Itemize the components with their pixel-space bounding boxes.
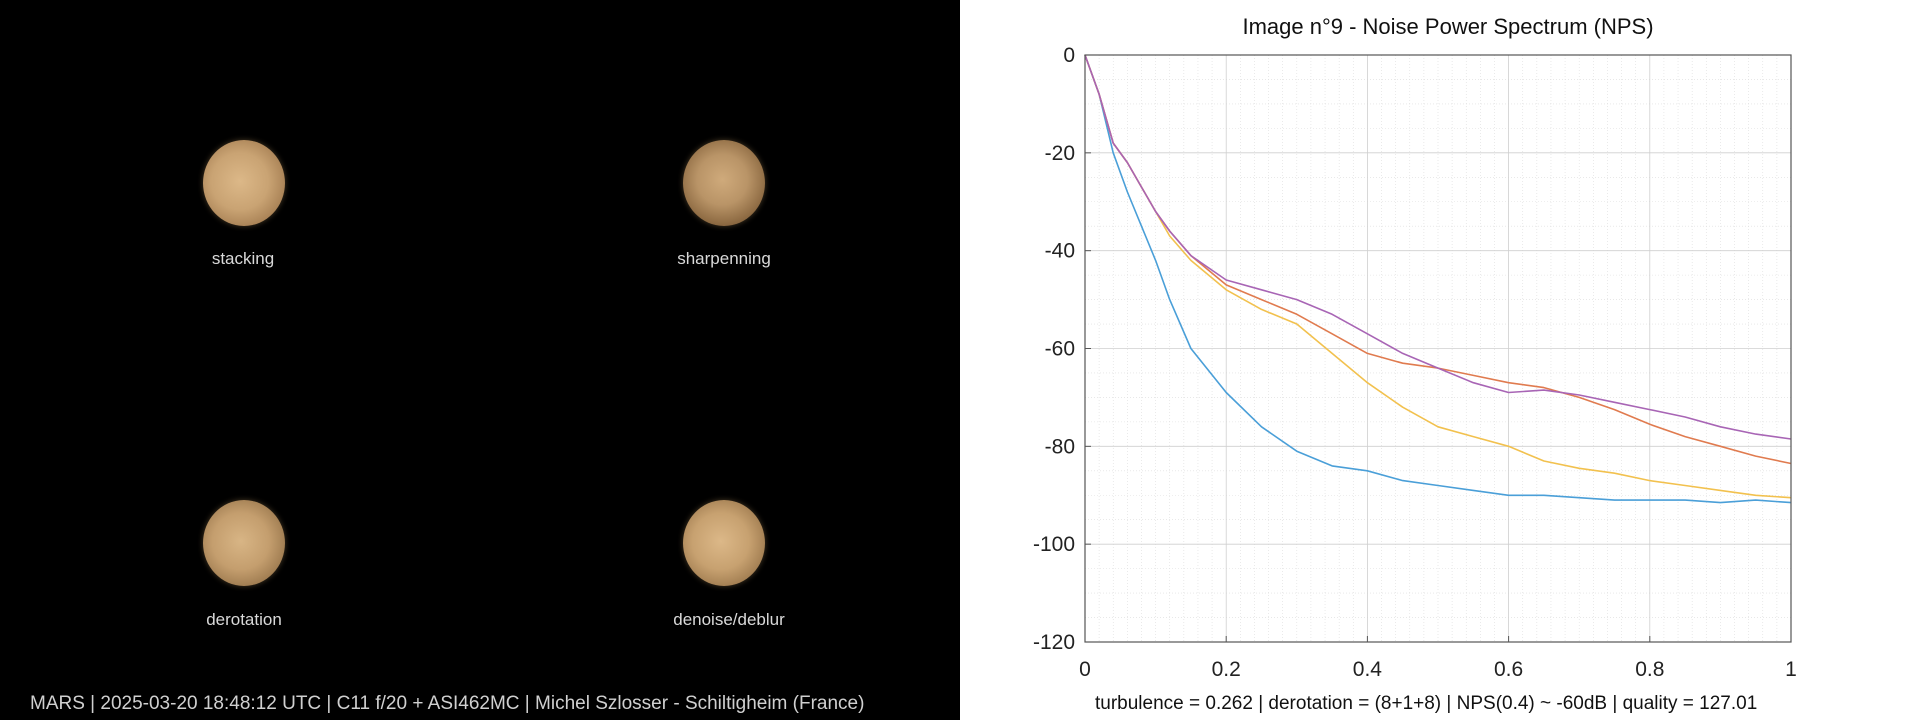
image-panel: stacking sharpenning derotation denoise/… — [0, 0, 960, 720]
derotation-label: derotation — [206, 610, 282, 629]
y-axis-ticks: 0 -20 -40 -60 -80 -100 -120 — [1033, 44, 1091, 654]
y-tick-label: -40 — [1045, 240, 1075, 263]
y-tick-label: -60 — [1045, 338, 1075, 361]
y-tick-label: -120 — [1033, 631, 1075, 654]
nps-chart: Image n°9 - Noise Power Spectrum (NPS) 0… — [1033, 14, 1797, 681]
x-axis-ticks: 0 0.2 0.4 0.6 0.8 1 — [1079, 636, 1797, 681]
stats-caption: turbulence = 0.262 | derotation = (8+1+8… — [1095, 693, 1758, 714]
y-tick-label: -100 — [1033, 533, 1075, 556]
y-tick-label: -80 — [1045, 435, 1075, 458]
observation-caption: MARS | 2025-03-20 18:48:12 UTC | C11 f/2… — [30, 693, 865, 714]
mars-denoise-image — [683, 500, 765, 586]
x-tick-label: 0.4 — [1353, 658, 1383, 681]
series-layer — [1084, 54, 1792, 504]
x-tick-label: 0.6 — [1494, 658, 1523, 681]
series-line-1 — [1084, 54, 1792, 504]
x-tick-label: 0.2 — [1212, 658, 1241, 681]
mars-stacking-image — [203, 140, 285, 226]
mars-derotation-image — [203, 500, 285, 586]
denoise-deblur-label: denoise/deblur — [673, 610, 785, 629]
x-tick-label: 0.8 — [1635, 658, 1664, 681]
x-tick-label: 1 — [1785, 658, 1797, 681]
stacking-label: stacking — [211, 249, 275, 268]
y-tick-label: -20 — [1045, 142, 1075, 165]
series-line-4 — [1084, 54, 1792, 440]
sharpening-label: sharpenning — [677, 249, 771, 268]
x-tick-label: 0 — [1079, 658, 1091, 681]
mars-sharpening-image — [683, 140, 765, 226]
y-tick-label: 0 — [1063, 44, 1075, 67]
chart-title: Image n°9 - Noise Power Spectrum (NPS) — [1242, 14, 1653, 39]
